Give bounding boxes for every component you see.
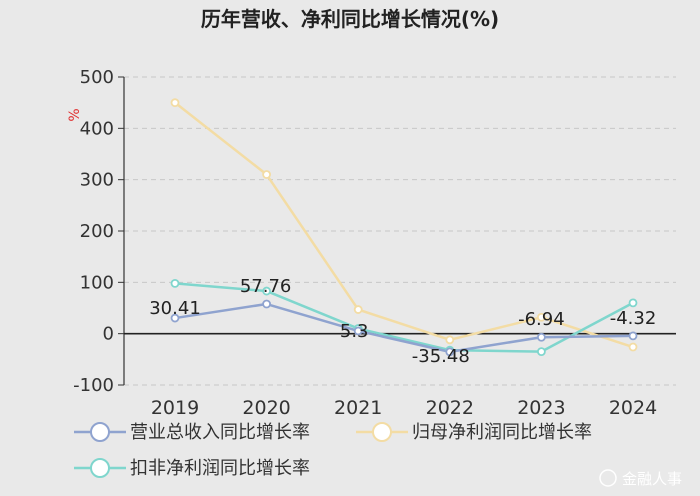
x-tick-label: 2024	[609, 397, 657, 419]
data-point	[262, 299, 272, 309]
data-point	[628, 342, 638, 352]
data-label: 5.3	[340, 321, 369, 342]
data-point	[537, 347, 546, 357]
series-points	[170, 98, 638, 357]
data-point	[353, 326, 363, 336]
watermark: 金融人事	[599, 469, 682, 488]
chart-title: 历年营收、净利同比增长情况(%)	[201, 7, 499, 31]
x-tick-label: 2021	[334, 397, 382, 419]
data-point	[353, 305, 363, 314]
data-label: -6.94	[518, 309, 565, 330]
y-tick-labels: 500 400 300 200 100 0 -100	[73, 67, 114, 396]
y-tick-label: 100	[80, 272, 114, 293]
data-label: 57.76	[240, 276, 292, 297]
x-tick-label: 2022	[426, 397, 474, 419]
y-axis-unit: %	[67, 108, 83, 121]
legend-label: 归母净利润同比增长率	[412, 422, 592, 443]
data-point	[170, 98, 180, 108]
y-tick-label: 400	[80, 118, 114, 139]
data-point	[628, 298, 638, 308]
data-point	[262, 286, 272, 296]
x-tick-label: 2023	[517, 397, 565, 419]
data-point	[445, 347, 455, 357]
legend-marker	[90, 422, 110, 442]
data-labels: 30.41 57.76 5.3 -35.48 -6.94 -4.32	[149, 276, 656, 367]
data-point	[170, 278, 180, 288]
data-label: -35.48	[412, 346, 470, 367]
series-line-2	[174, 282, 634, 353]
data-point	[170, 313, 180, 323]
data-point	[445, 335, 455, 345]
x-tick-label: 2020	[242, 397, 290, 419]
data-point	[628, 331, 638, 341]
legend-marker	[90, 458, 110, 478]
series-lines	[174, 101, 634, 354]
y-tick-label: 200	[80, 221, 114, 242]
y-tick-label: 300	[80, 170, 114, 191]
axes	[118, 76, 676, 386]
legend-marker	[372, 422, 392, 442]
legend-label: 扣非净利润同比增长率	[130, 458, 310, 479]
data-point	[537, 332, 546, 342]
data-label: -4.32	[610, 308, 657, 329]
y-tick-label: -100	[73, 375, 114, 396]
watermark-text: 金融人事	[622, 470, 682, 488]
y-tick-label: 0	[103, 324, 114, 345]
data-point	[262, 170, 272, 179]
data-point	[537, 312, 546, 322]
y-tick-label: 500	[80, 67, 114, 88]
x-tick-labels: 2019 2020 2021 2022 2023 2024	[151, 397, 657, 419]
x-tick-label: 2019	[151, 397, 199, 419]
legend-label: 营业总收入同比增长率	[130, 422, 310, 443]
data-label: 30.41	[149, 298, 201, 319]
series-line-1	[174, 101, 634, 349]
weibo-icon	[599, 469, 617, 487]
series-line-0	[174, 302, 634, 354]
